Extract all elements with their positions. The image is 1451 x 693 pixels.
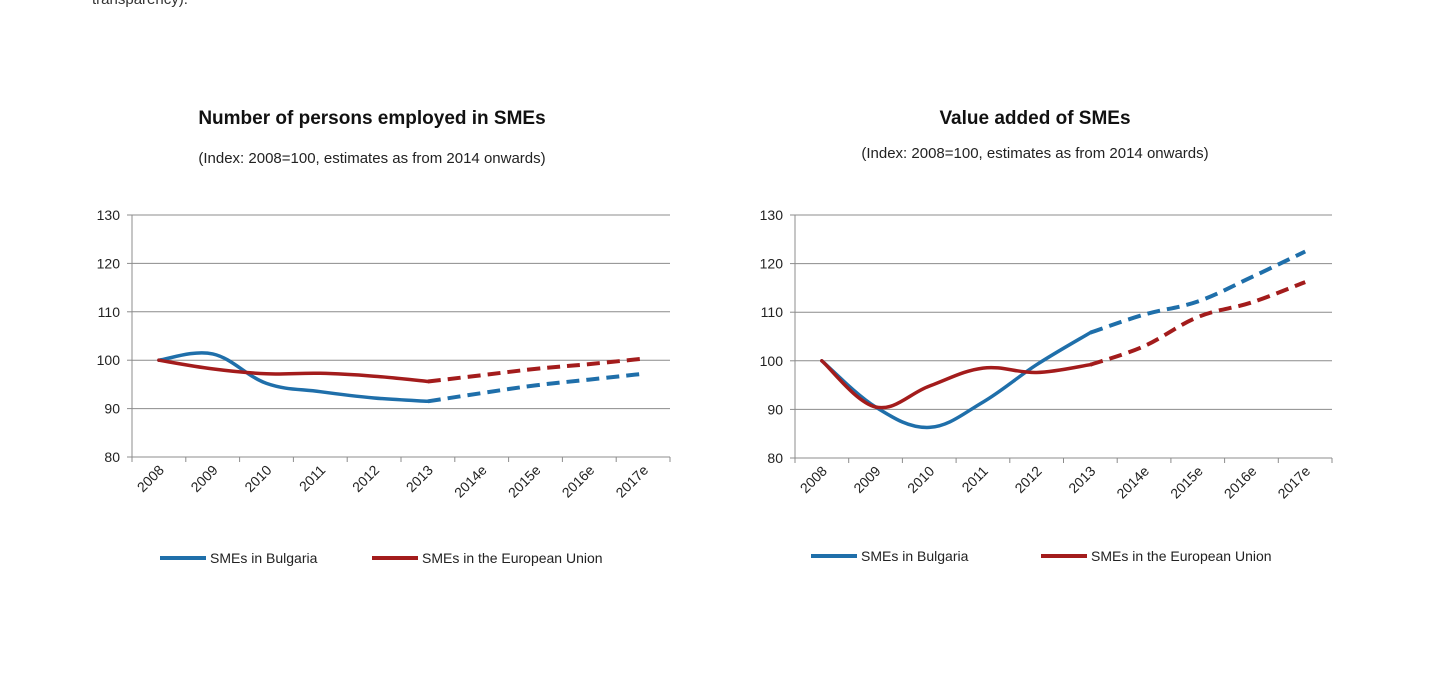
legend-label-bulgaria: SMEs in Bulgaria bbox=[210, 550, 318, 566]
series-line-estimate-bulgaria bbox=[1089, 249, 1307, 335]
x-tick-label: 2013 bbox=[1065, 463, 1098, 496]
x-tick-label: 2008 bbox=[134, 462, 167, 495]
page-text-fragment: transparency). bbox=[92, 0, 188, 8]
legend-swatch-bulgaria bbox=[811, 554, 857, 558]
legend-swatch-eu bbox=[1041, 554, 1087, 558]
x-tick-label: 2017e bbox=[1274, 463, 1313, 502]
legend-label-eu: SMEs in the European Union bbox=[1091, 548, 1272, 564]
x-tick-label: 2014e bbox=[451, 462, 490, 501]
legend-swatch-bulgaria bbox=[160, 556, 206, 560]
x-tick-label: 2015e bbox=[1167, 463, 1206, 502]
y-tick-label: 110 bbox=[761, 304, 784, 320]
series-line-estimate-eu bbox=[1089, 280, 1306, 367]
legend-swatch-eu bbox=[372, 556, 418, 560]
x-tick-label: 2009 bbox=[850, 463, 883, 496]
y-tick-label: 120 bbox=[97, 255, 121, 271]
y-tick-label: 130 bbox=[97, 207, 121, 223]
y-tick-label: 80 bbox=[767, 450, 783, 466]
x-tick-label: 2016e bbox=[559, 462, 598, 501]
legend-item-bulgaria: SMEs in Bulgaria bbox=[811, 548, 968, 564]
series-line-estimate-eu bbox=[427, 356, 644, 384]
legend-item-eu: SMEs in the European Union bbox=[372, 550, 603, 566]
chart-plot: 80 90 100 110 120 130 2008 2009 2010 2011 2012 2013… bbox=[97, 207, 671, 501]
legend-label-eu: SMEs in the European Union bbox=[422, 550, 603, 566]
series-line-eu bbox=[157, 358, 430, 384]
x-tick-label: 2013 bbox=[403, 462, 436, 495]
x-tick-label: 2010 bbox=[241, 462, 274, 495]
x-tick-label: 2008 bbox=[797, 463, 830, 496]
y-tick-label: 120 bbox=[760, 256, 784, 272]
x-tick-label: 2017e bbox=[612, 462, 651, 501]
series-line-estimate-bulgaria bbox=[427, 371, 644, 404]
chart-title: Number of persons employed in SMEs bbox=[198, 108, 546, 129]
series-line-eu bbox=[820, 359, 1093, 410]
y-tick-label: 100 bbox=[760, 353, 784, 369]
x-tick-label: 2014e bbox=[1113, 463, 1152, 502]
series-line-bulgaria bbox=[820, 330, 1093, 430]
chart-subtitle: (Index: 2008=100, estimates as from 2014… bbox=[861, 145, 1209, 162]
x-tick-label: 2012 bbox=[1011, 463, 1044, 496]
x-tick-label: 2010 bbox=[904, 463, 937, 496]
y-tick-label: 100 bbox=[97, 352, 121, 368]
y-tick-label: 130 bbox=[760, 207, 784, 223]
x-tick-label: 2011 bbox=[296, 462, 329, 495]
legend-label-bulgaria: SMEs in Bulgaria bbox=[861, 548, 969, 564]
y-tick-label: 90 bbox=[104, 401, 120, 417]
x-tick-label: 2015e bbox=[505, 462, 544, 501]
y-tick-label: 80 bbox=[104, 449, 120, 465]
chart-subtitle: (Index: 2008=100, estimates as from 2014… bbox=[198, 150, 546, 167]
series-line-bulgaria bbox=[157, 351, 430, 404]
y-tick-label: 90 bbox=[767, 401, 783, 417]
legend-item-bulgaria: SMEs in Bulgaria bbox=[160, 550, 317, 566]
chart-legend: SMEs in Bulgaria SMEs in the European Un… bbox=[735, 548, 1335, 568]
x-tick-label: 2012 bbox=[349, 462, 382, 495]
legend-item-eu: SMEs in the European Union bbox=[1041, 548, 1272, 564]
chart-title: Value added of SMEs bbox=[939, 108, 1131, 129]
x-tick-label: 2016e bbox=[1221, 463, 1260, 502]
employment-chart: Number of persons employed in SMEs (Inde… bbox=[72, 95, 672, 595]
y-tick-label: 110 bbox=[98, 304, 121, 320]
x-tick-label: 2011 bbox=[958, 463, 991, 496]
chart-plot: 80 90 100 110 120 130 2008 2009 2010 2011 2012 2013… bbox=[760, 207, 1333, 502]
value-added-chart: Value added of SMEs (Index: 2008=100, es… bbox=[735, 95, 1335, 595]
x-tick-label: 2009 bbox=[187, 462, 220, 495]
chart-legend: SMEs in Bulgaria SMEs in the European Un… bbox=[72, 550, 672, 570]
